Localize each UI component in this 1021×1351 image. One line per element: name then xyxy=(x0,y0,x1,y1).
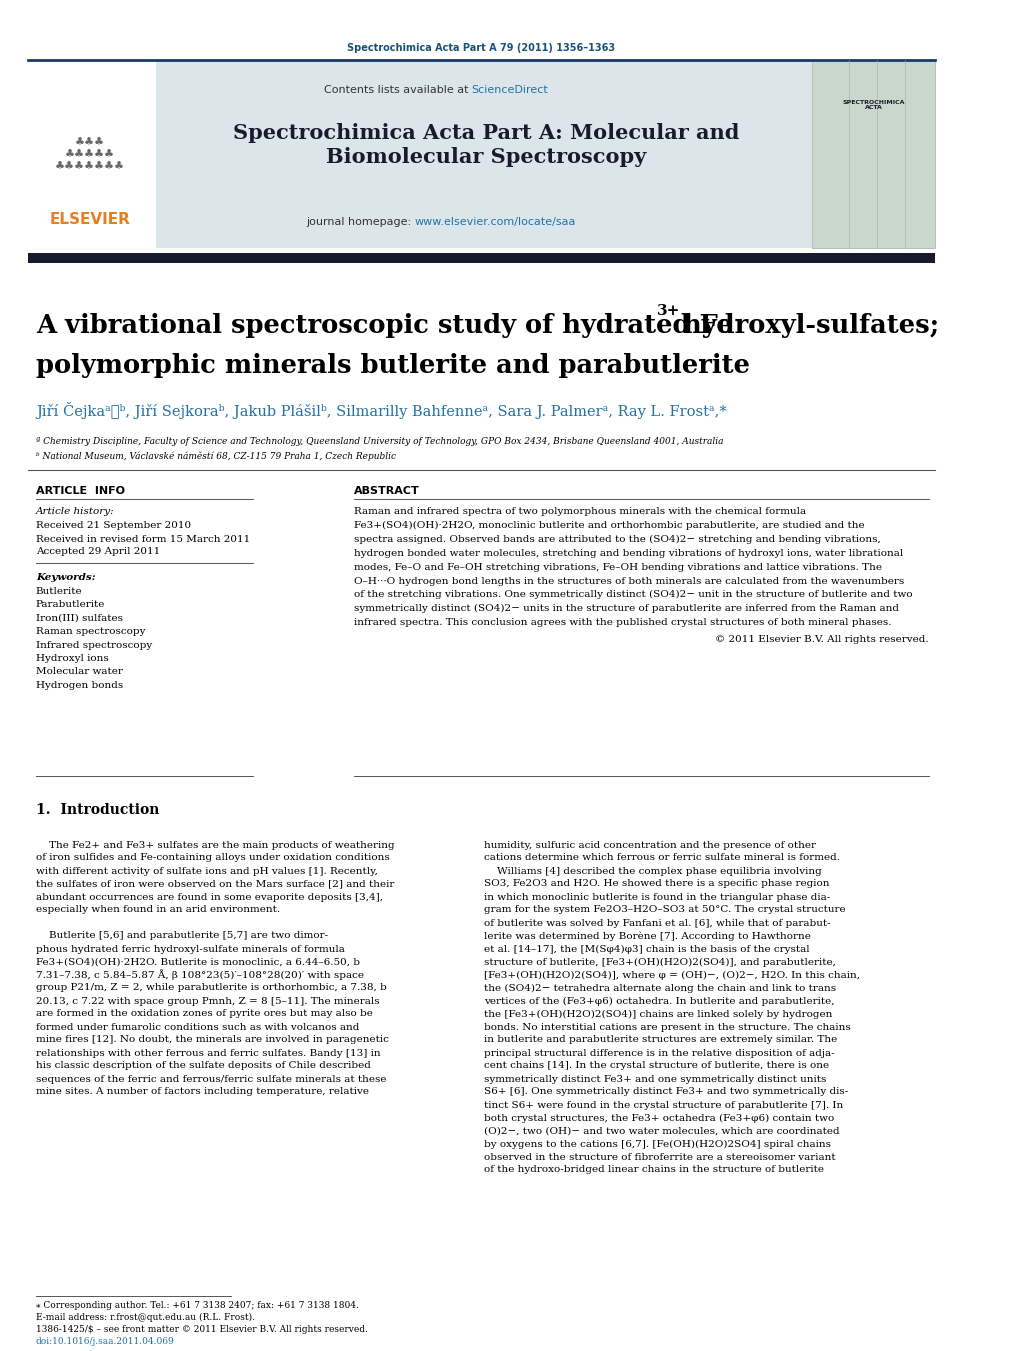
Text: ⁎ Corresponding author. Tel.: +61 7 3138 2407; fax: +61 7 3138 1804.: ⁎ Corresponding author. Tel.: +61 7 3138… xyxy=(36,1301,358,1309)
Text: principal structural difference is in the relative disposition of adja-: principal structural difference is in th… xyxy=(484,1048,834,1058)
Text: infrared spectra. This conclusion agrees with the published crystal structures o: infrared spectra. This conclusion agrees… xyxy=(353,617,891,627)
Text: symmetrically distinct (SO4)2− units in the structure of parabutlerite are infer: symmetrically distinct (SO4)2− units in … xyxy=(353,604,898,613)
Text: Molecular water: Molecular water xyxy=(36,667,123,677)
Text: Accepted 29 April 2011: Accepted 29 April 2011 xyxy=(36,547,160,557)
Text: A vibrational spectroscopic study of hydrated Fe: A vibrational spectroscopic study of hyd… xyxy=(36,312,733,338)
Text: 3+: 3+ xyxy=(658,304,681,317)
Text: group P21/m, Z = 2, while parabutlerite is orthorhombic, a 7.38, b: group P21/m, Z = 2, while parabutlerite … xyxy=(36,984,387,993)
Text: Article history:: Article history: xyxy=(36,508,114,516)
Text: Fe3+(SO4)(OH)·2H2O. Butlerite is monoclinic, a 6.44–6.50, b: Fe3+(SO4)(OH)·2H2O. Butlerite is monocli… xyxy=(36,958,359,966)
Text: phous hydrated ferric hydroxyl-sulfate minerals of formula: phous hydrated ferric hydroxyl-sulfate m… xyxy=(36,944,345,954)
Text: abundant occurrences are found in some evaporite deposits [3,4],: abundant occurrences are found in some e… xyxy=(36,893,383,901)
Text: Infrared spectroscopy: Infrared spectroscopy xyxy=(36,640,152,650)
Text: Raman and infrared spectra of two polymorphous minerals with the chemical formul: Raman and infrared spectra of two polymo… xyxy=(353,508,806,516)
Text: his classic description of the sulfate deposits of Chile described: his classic description of the sulfate d… xyxy=(36,1062,371,1070)
Text: The Fe2+ and Fe3+ sulfates are the main products of weathering: The Fe2+ and Fe3+ sulfates are the main … xyxy=(36,840,394,850)
Text: ELSEVIER: ELSEVIER xyxy=(49,212,130,227)
Text: in butlerite and parabutlerite structures are extremely similar. The: in butlerite and parabutlerite structure… xyxy=(484,1035,837,1044)
Text: doi:10.1016/j.saa.2011.04.069: doi:10.1016/j.saa.2011.04.069 xyxy=(36,1337,175,1347)
Text: 1.  Introduction: 1. Introduction xyxy=(36,802,159,817)
Text: Spectrochimica Acta Part A: Molecular and
Biomolecular Spectroscopy: Spectrochimica Acta Part A: Molecular an… xyxy=(233,123,739,166)
Text: Fe3+(SO4)(OH)·2H2O, monoclinic butlerite and orthorhombic parabutlerite, are stu: Fe3+(SO4)(OH)·2H2O, monoclinic butlerite… xyxy=(353,521,865,531)
Text: E-mail address: r.frost@qut.edu.au (R.L. Frost).: E-mail address: r.frost@qut.edu.au (R.L.… xyxy=(36,1312,255,1321)
Bar xyxy=(29,253,935,263)
Text: mine sites. A number of factors including temperature, relative: mine sites. A number of factors includin… xyxy=(36,1088,369,1097)
Text: journal homepage:: journal homepage: xyxy=(306,218,415,227)
Text: of butlerite was solved by Fanfani et al. [6], while that of parabut-: of butlerite was solved by Fanfani et al… xyxy=(484,919,830,928)
Text: SO3, Fe2O3 and H2O. He showed there is a specific phase region: SO3, Fe2O3 and H2O. He showed there is a… xyxy=(484,880,829,889)
Bar xyxy=(29,59,812,249)
Text: ABSTRACT: ABSTRACT xyxy=(353,486,420,496)
Text: of the stretching vibrations. One symmetrically distinct (SO4)2− unit in the str: of the stretching vibrations. One symmet… xyxy=(353,590,913,600)
Text: 20.13, c 7.22 with space group Pmnh, Z = 8 [5–11]. The minerals: 20.13, c 7.22 with space group Pmnh, Z =… xyxy=(36,997,380,1005)
Text: cations determine which ferrous or ferric sulfate mineral is formed.: cations determine which ferrous or ferri… xyxy=(484,854,840,862)
Text: Hydrogen bonds: Hydrogen bonds xyxy=(36,681,124,690)
Text: Spectrochimica Acta Part A 79 (2011) 1356–1363: Spectrochimica Acta Part A 79 (2011) 135… xyxy=(347,43,616,53)
Text: hydroxyl-sulfates;: hydroxyl-sulfates; xyxy=(675,312,939,338)
Text: et al. [14–17], the [M(Sφ4)φ3] chain is the basis of the crystal: et al. [14–17], the [M(Sφ4)φ3] chain is … xyxy=(484,944,810,954)
Text: spectra assigned. Observed bands are attributed to the (SO4)2− stretching and be: spectra assigned. Observed bands are att… xyxy=(353,535,880,544)
Text: bonds. No interstitial cations are present in the structure. The chains: bonds. No interstitial cations are prese… xyxy=(484,1023,850,1032)
Text: Contents lists available at: Contents lists available at xyxy=(324,85,472,95)
Text: mine fires [12]. No doubt, the minerals are involved in paragenetic: mine fires [12]. No doubt, the minerals … xyxy=(36,1035,389,1044)
Text: the (SO4)2− tetrahedra alternate along the chain and link to trans: the (SO4)2− tetrahedra alternate along t… xyxy=(484,984,836,993)
Text: by oxygens to the cations [6,7]. [Fe(OH)(H2O)2SO4] spiral chains: by oxygens to the cations [6,7]. [Fe(OH)… xyxy=(484,1139,831,1148)
Text: symmetrically distinct Fe3+ and one symmetrically distinct units: symmetrically distinct Fe3+ and one symm… xyxy=(484,1074,826,1084)
Text: observed in the structure of fibroferrite are a stereoisomer variant: observed in the structure of fibroferrit… xyxy=(484,1152,835,1162)
Text: 7.31–7.38, c 5.84–5.87 Å, β 108°23(5)′–108°28(20)′ with space: 7.31–7.38, c 5.84–5.87 Å, β 108°23(5)′–1… xyxy=(36,970,363,981)
Text: ScienceDirect: ScienceDirect xyxy=(472,85,548,95)
Text: the sulfates of iron were observed on the Mars surface [2] and their: the sulfates of iron were observed on th… xyxy=(36,880,394,889)
Text: www.elsevier.com/locate/saa: www.elsevier.com/locate/saa xyxy=(415,218,577,227)
Text: hydrogen bonded water molecules, stretching and bending vibrations of hydroxyl i: hydrogen bonded water molecules, stretch… xyxy=(353,549,903,558)
Text: Keywords:: Keywords: xyxy=(36,573,96,581)
Text: polymorphic minerals butlerite and parabutlerite: polymorphic minerals butlerite and parab… xyxy=(36,354,749,378)
Text: Butlerite [5,6] and parabutlerite [5,7] are two dimor-: Butlerite [5,6] and parabutlerite [5,7] … xyxy=(36,931,328,940)
Text: both crystal structures, the Fe3+ octahedra (Fe3+φ6) contain two: both crystal structures, the Fe3+ octahe… xyxy=(484,1113,834,1123)
Text: SPECTROCHIMICA
ACTA: SPECTROCHIMICA ACTA xyxy=(842,100,905,111)
Text: humidity, sulfuric acid concentration and the presence of other: humidity, sulfuric acid concentration an… xyxy=(484,840,816,850)
Text: relationships with other ferrous and ferric sulfates. Bandy [13] in: relationships with other ferrous and fer… xyxy=(36,1048,381,1058)
Text: vertices of the (Fe3+φ6) octahedra. In butlerite and parabutlerite,: vertices of the (Fe3+φ6) octahedra. In b… xyxy=(484,997,834,1005)
Text: ᵇ National Museum, Václavské náměstí 68, CZ-115 79 Praha 1, Czech Republic: ᵇ National Museum, Václavské náměstí 68,… xyxy=(36,451,396,461)
Text: Parabutlerite: Parabutlerite xyxy=(36,600,105,609)
Text: Received in revised form 15 March 2011: Received in revised form 15 March 2011 xyxy=(36,535,250,543)
Text: 1386-1425/$ – see front matter © 2011 Elsevier B.V. All rights reserved.: 1386-1425/$ – see front matter © 2011 El… xyxy=(36,1325,368,1335)
Text: of iron sulfides and Fe-containing alloys under oxidation conditions: of iron sulfides and Fe-containing alloy… xyxy=(36,854,390,862)
Text: Jiří Čejkaᵃⱥᵇ, Jiří Sejkoraᵇ, Jakub Plášilᵇ, Silmarilly Bahfenneᵃ, Sara J. Palme: Jiří Čejkaᵃⱥᵇ, Jiří Sejkoraᵇ, Jakub Pláš… xyxy=(36,401,727,419)
Text: © 2011 Elsevier B.V. All rights reserved.: © 2011 Elsevier B.V. All rights reserved… xyxy=(716,635,929,643)
Text: ♣♣♣
♣♣♣♣♣
♣♣♣♣♣♣♣: ♣♣♣ ♣♣♣♣♣ ♣♣♣♣♣♣♣ xyxy=(54,138,125,172)
Text: cent chains [14]. In the crystal structure of butlerite, there is one: cent chains [14]. In the crystal structu… xyxy=(484,1062,829,1070)
Text: sequences of the ferric and ferrous/ferric sulfate minerals at these: sequences of the ferric and ferrous/ferr… xyxy=(36,1074,386,1084)
Text: O–H···O hydrogen bond lengths in the structures of both minerals are calculated : O–H···O hydrogen bond lengths in the str… xyxy=(353,577,904,585)
Text: tinct S6+ were found in the crystal structure of parabutlerite [7]. In: tinct S6+ were found in the crystal stru… xyxy=(484,1101,843,1109)
Bar xyxy=(29,59,155,249)
Text: (O)2−, two (OH)− and two water molecules, which are coordinated: (O)2−, two (OH)− and two water molecules… xyxy=(484,1127,839,1135)
Text: modes, Fe–O and Fe–OH stretching vibrations, Fe–OH bending vibrations and lattic: modes, Fe–O and Fe–OH stretching vibrati… xyxy=(353,563,882,571)
Text: especially when found in an arid environment.: especially when found in an arid environ… xyxy=(36,905,280,915)
Text: Received 21 September 2010: Received 21 September 2010 xyxy=(36,521,191,531)
Text: the [Fe3+(OH)(H2O)2(SO4)] chains are linked solely by hydrogen: the [Fe3+(OH)(H2O)2(SO4)] chains are lin… xyxy=(484,1009,832,1019)
Text: Williams [4] described the complex phase equilibria involving: Williams [4] described the complex phase… xyxy=(484,866,822,875)
Text: structure of butlerite, [Fe3+(OH)(H2O)2(SO4)], and parabutlerite,: structure of butlerite, [Fe3+(OH)(H2O)2(… xyxy=(484,958,836,966)
Text: gram for the system Fe2O3–H2O–SO3 at 50°C. The crystal structure: gram for the system Fe2O3–H2O–SO3 at 50°… xyxy=(484,905,845,915)
Text: Hydroxyl ions: Hydroxyl ions xyxy=(36,654,108,663)
Text: Iron(III) sulfates: Iron(III) sulfates xyxy=(36,613,123,623)
Text: of the hydroxo-bridged linear chains in the structure of butlerite: of the hydroxo-bridged linear chains in … xyxy=(484,1166,824,1174)
Text: S6+ [6]. One symmetrically distinct Fe3+ and two symmetrically dis-: S6+ [6]. One symmetrically distinct Fe3+… xyxy=(484,1088,848,1097)
Text: Butlerite: Butlerite xyxy=(36,586,83,596)
Text: formed under fumarolic conditions such as with volcanos and: formed under fumarolic conditions such a… xyxy=(36,1023,359,1032)
Text: are formed in the oxidation zones of pyrite ores but may also be: are formed in the oxidation zones of pyr… xyxy=(36,1009,373,1019)
Text: [Fe3+(OH)(H2O)2(SO4)], where φ = (OH)−, (O)2−, H2O. In this chain,: [Fe3+(OH)(H2O)2(SO4)], where φ = (OH)−, … xyxy=(484,970,860,979)
Text: lerite was determined by Borène [7]. According to Hawthorne: lerite was determined by Borène [7]. Acc… xyxy=(484,931,811,940)
Text: ARTICLE  INFO: ARTICLE INFO xyxy=(36,486,125,496)
Text: with different activity of sulfate ions and pH values [1]. Recently,: with different activity of sulfate ions … xyxy=(36,866,378,875)
Text: ª Chemistry Discipline, Faculty of Science and Technology, Queensland University: ª Chemistry Discipline, Faculty of Scien… xyxy=(36,438,723,446)
Text: in which monoclinic butlerite is found in the triangular phase dia-: in which monoclinic butlerite is found i… xyxy=(484,893,830,901)
Text: Raman spectroscopy: Raman spectroscopy xyxy=(36,627,145,636)
Bar xyxy=(812,59,935,249)
